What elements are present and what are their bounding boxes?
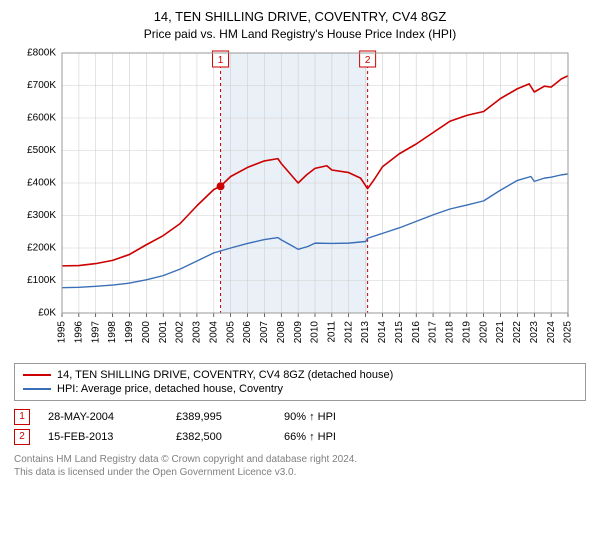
chart-container: £0K £100K £200K £300K £400K £500K £600K £700K £8…	[14, 47, 586, 357]
svg-text:2009: 2009	[293, 320, 304, 343]
legend-label: HPI: Average price, detached house, Cove…	[57, 383, 283, 395]
svg-text:2005: 2005	[225, 320, 236, 343]
page-subtitle: Price paid vs. HM Land Registry's House …	[14, 27, 586, 41]
svg-text:2015: 2015	[394, 320, 405, 343]
svg-text:2023: 2023	[529, 320, 540, 343]
svg-text:2008: 2008	[276, 320, 287, 343]
svg-text:2002: 2002	[175, 320, 186, 343]
svg-text:2025: 2025	[563, 320, 574, 343]
svg-text:2014: 2014	[377, 320, 388, 343]
event-badge: 1	[14, 409, 30, 425]
svg-text:2021: 2021	[495, 320, 506, 343]
svg-text:2019: 2019	[461, 320, 472, 343]
svg-text:2001: 2001	[158, 320, 169, 343]
svg-text:2024: 2024	[546, 320, 557, 343]
legend: 14, TEN SHILLING DRIVE, COVENTRY, CV4 8G…	[14, 363, 586, 401]
event-pct: 90% ↑ HPI	[284, 411, 336, 423]
event-row: 1 28-MAY-2004 £389,995 90% ↑ HPI	[14, 407, 586, 427]
svg-text:£400K: £400K	[27, 177, 56, 188]
svg-text:1995: 1995	[57, 320, 68, 343]
events-table: 1 28-MAY-2004 £389,995 90% ↑ HPI 2 15-FEB-201…	[14, 407, 586, 447]
svg-text:£300K: £300K	[27, 210, 56, 221]
svg-text:2011: 2011	[327, 320, 338, 342]
legend-swatch	[23, 388, 51, 390]
svg-text:£200K: £200K	[27, 242, 56, 253]
event-date: 28-MAY-2004	[48, 411, 158, 423]
line-chart: £0K £100K £200K £300K £400K £500K £600K £700K £8…	[14, 47, 574, 357]
page-title: 14, TEN SHILLING DRIVE, COVENTRY, CV4 8G…	[14, 8, 586, 26]
svg-text:2007: 2007	[259, 320, 270, 343]
svg-text:2018: 2018	[445, 320, 456, 343]
svg-text:1997: 1997	[90, 320, 101, 343]
legend-swatch	[23, 374, 51, 376]
event-row: 2 15-FEB-2013 £382,500 66% ↑ HPI	[14, 427, 586, 447]
svg-text:2020: 2020	[478, 320, 489, 343]
svg-text:1: 1	[218, 55, 224, 66]
svg-text:£100K: £100K	[27, 275, 56, 286]
footer-line: Contains HM Land Registry data © Crown c…	[14, 453, 586, 466]
svg-text:2004: 2004	[208, 320, 219, 343]
footer-line: This data is licensed under the Open Gov…	[14, 466, 586, 479]
svg-text:£800K: £800K	[27, 47, 56, 58]
svg-text:1998: 1998	[107, 320, 118, 343]
event-price: £382,500	[176, 431, 266, 443]
svg-text:£500K: £500K	[27, 145, 56, 156]
legend-label: 14, TEN SHILLING DRIVE, COVENTRY, CV4 8G…	[57, 369, 393, 381]
event-date: 15-FEB-2013	[48, 431, 158, 443]
event-badge: 2	[14, 429, 30, 445]
svg-text:2016: 2016	[411, 320, 422, 343]
svg-text:2012: 2012	[343, 320, 354, 343]
svg-text:2022: 2022	[512, 320, 523, 343]
svg-text:1999: 1999	[124, 320, 135, 343]
svg-text:£700K: £700K	[27, 80, 56, 91]
event-price: £389,995	[176, 411, 266, 423]
legend-row: 14, TEN SHILLING DRIVE, COVENTRY, CV4 8G…	[23, 368, 577, 382]
svg-text:2003: 2003	[192, 320, 203, 343]
svg-text:£600K: £600K	[27, 112, 56, 123]
svg-text:2000: 2000	[141, 320, 152, 343]
svg-text:2017: 2017	[428, 320, 439, 343]
svg-text:1996: 1996	[74, 320, 85, 343]
footer-attribution: Contains HM Land Registry data © Crown c…	[14, 453, 586, 479]
svg-text:2: 2	[365, 55, 371, 66]
svg-text:2013: 2013	[360, 320, 371, 343]
svg-text:2006: 2006	[242, 320, 253, 343]
svg-text:2010: 2010	[310, 320, 321, 343]
svg-text:£0K: £0K	[38, 307, 56, 318]
event-pct: 66% ↑ HPI	[284, 431, 336, 443]
legend-row: HPI: Average price, detached house, Cove…	[23, 382, 577, 396]
